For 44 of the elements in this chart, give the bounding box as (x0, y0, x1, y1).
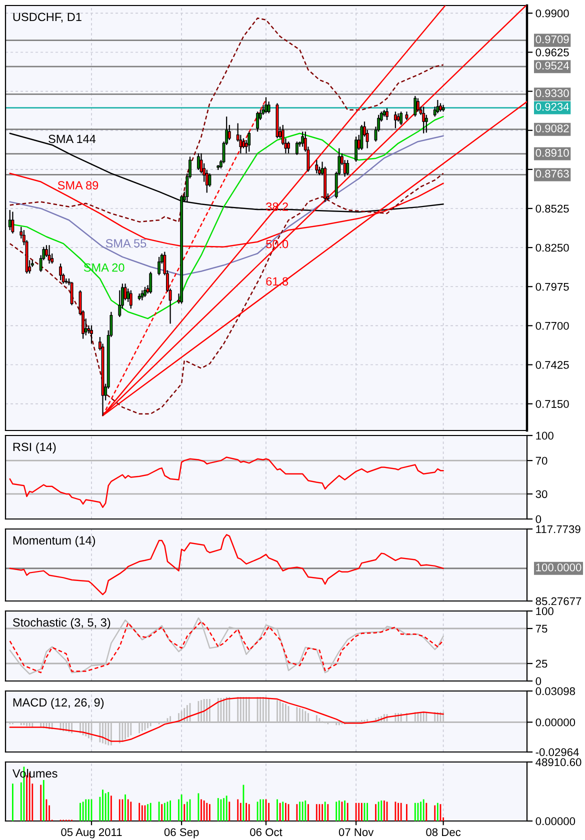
y-tick-label: 0.7700 (536, 322, 569, 330)
ref-line-label: 0.9330 (536, 89, 569, 98)
y-tick-label: 0.9900 (536, 9, 569, 18)
text: MACD (12, 26, 9) (13, 698, 104, 709)
y-tick-label: 0.00000 (536, 718, 576, 726)
y-tick-label: 0.00000 (536, 817, 576, 826)
series-label: SMA 89 (58, 181, 98, 190)
y-tick-label: 0.03098 (536, 687, 576, 696)
ref-line-label: 0.9082 (536, 124, 569, 132)
y-tick-label: 48910.60 (536, 758, 582, 766)
y-tick-label: 0.9625 (536, 48, 569, 56)
x-tick-label: 06 Oct (250, 828, 282, 836)
text: Stochastic (3, 5, 3) (12, 618, 110, 629)
y-tick-label: -0.02964 (536, 748, 579, 756)
ref-line-label: 0.9709 (536, 35, 569, 44)
y-tick-label: 0.7975 (536, 282, 569, 291)
y-tick-label: 0 (536, 677, 542, 686)
ref-line-label: 0.9524 (536, 62, 569, 70)
y-tick-label: 0 (536, 515, 542, 524)
y-tick-label: 85.27677 (536, 597, 582, 606)
x-tick-label: 08 Dec (426, 828, 461, 836)
y-tick-label: 100 (536, 432, 554, 440)
series-label: SMA 144 (48, 134, 96, 144)
y-tick-label: 117.7739 (536, 525, 580, 534)
y-tick-label: 0.7425 (536, 361, 569, 369)
y-tick-label: 0.7150 (536, 400, 569, 408)
y-tick-label: 70 (536, 456, 548, 465)
text: Momentum (14) (13, 536, 96, 547)
text: RSI (14) (13, 442, 56, 454)
ref-line-label: 0.8763 (536, 170, 569, 178)
y-tick-label: 100 (536, 607, 554, 616)
ref-line-label: 0.8910 (536, 148, 569, 157)
x-tick-label: 06 Sep (164, 828, 199, 838)
series-label: SMA 55 (106, 239, 146, 248)
ref-line-label: 100.0000 (536, 563, 582, 572)
ref-line-label: 0.9234 (536, 102, 569, 111)
y-tick-label: 0.8250 (536, 244, 569, 252)
y-tick-label: 0.8525 (536, 204, 569, 213)
x-tick-label: 07 Nov (338, 828, 374, 836)
y-tick-label: 75 (536, 624, 548, 633)
y-tick-label: 25 (536, 660, 548, 668)
y-tick-label: 30 (536, 490, 548, 498)
x-tick-label: 05 Aug 2011 (61, 828, 122, 838)
text: USDCHF, D1 (13, 12, 82, 23)
